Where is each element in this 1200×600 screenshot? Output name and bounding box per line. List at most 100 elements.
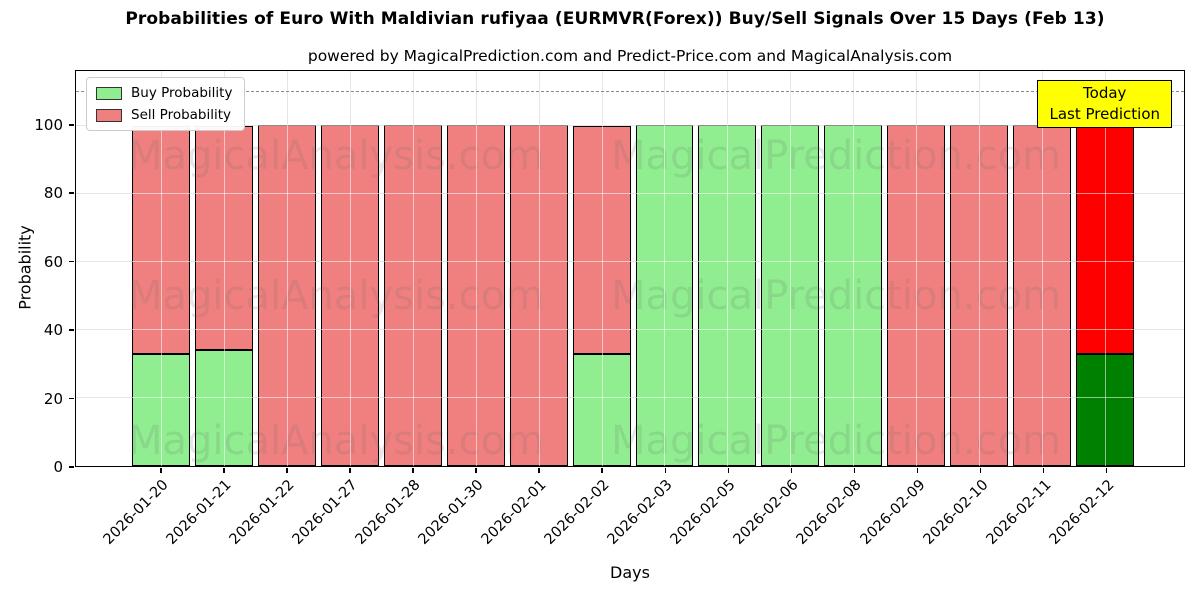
- category-cell: [950, 71, 1008, 466]
- category-cell: 2026-01-20: [100, 468, 189, 588]
- category-cell: 2026-01-28: [353, 468, 441, 588]
- category-cell: [824, 71, 882, 466]
- v-gridline-overlay: [475, 71, 477, 466]
- v-gridline-overlay: [853, 71, 855, 466]
- category-cell: [573, 71, 631, 466]
- category-cell: 2026-01-27: [290, 468, 378, 588]
- v-gridline-overlay: [664, 71, 666, 466]
- x-tick-mark: [223, 468, 225, 473]
- x-tick-mark: [790, 468, 793, 473]
- sell-swatch: [96, 108, 122, 122]
- category-cell: [1076, 71, 1134, 466]
- v-gridline-overlay: [1042, 71, 1044, 466]
- x-tick-mark: [601, 468, 603, 473]
- x-tick-mark: [727, 468, 730, 473]
- category-cell: 2026-01-30: [416, 468, 504, 588]
- category-cell: 2026-02-10: [920, 468, 1009, 588]
- category-cell: [132, 71, 190, 466]
- category-cell: 2026-02-06: [731, 468, 820, 588]
- y-tick-label: 0: [53, 458, 63, 476]
- x-axis-ticks: 2026-01-20 2026-01-21 2026-01-22 2026-01-27…: [75, 468, 1185, 588]
- category-cell: 2026-02-09: [857, 468, 946, 588]
- x-axis-label: Days: [610, 563, 650, 582]
- category-cell: 2026-02-08: [794, 468, 883, 588]
- y-tick-mark: [69, 397, 74, 400]
- v-gridline-overlay: [349, 71, 351, 466]
- category-cell: 2026-02-05: [668, 468, 757, 588]
- buy-swatch: [96, 86, 122, 100]
- v-gridline-overlay: [790, 71, 792, 466]
- y-tick-mark: [69, 329, 74, 331]
- category-cell: [510, 71, 568, 466]
- today-annotation-line2: Last Prediction: [1049, 105, 1160, 123]
- category-cell: 2026-02-02: [542, 468, 630, 588]
- category-cell: 2026-02-03: [605, 468, 694, 588]
- category-cell: 2026-02-11: [983, 468, 1072, 588]
- category-cell: [321, 71, 379, 466]
- y-tick-label: 40: [43, 321, 63, 340]
- chart-title: Probabilities of Euro With Maldivian ruf…: [125, 9, 1105, 29]
- h-gridline-overlay: [76, 329, 1184, 331]
- category-cell: 2026-02-12: [1046, 468, 1135, 588]
- h-gridline-overlay: [76, 261, 1184, 263]
- v-gridlines-over: [76, 71, 1184, 466]
- x-tick-mark: [853, 468, 856, 473]
- grid-overlay: [76, 71, 1184, 466]
- v-gridline-overlay: [412, 71, 414, 466]
- h-gridline-overlay: [76, 124, 1184, 126]
- category-cell: [447, 71, 505, 466]
- legend-item-buy: Buy Probability: [96, 85, 232, 101]
- v-gridline-overlay: [538, 71, 540, 466]
- category-cell: [761, 71, 819, 466]
- h-gridline-overlay: [76, 193, 1184, 195]
- h-gridline-overlay: [76, 397, 1184, 399]
- y-axis-ticks: 0 20 40 60 80 100: [0, 70, 75, 476]
- x-tick-mark: [160, 468, 162, 473]
- category-cell: [887, 71, 945, 466]
- y-tick-mark: [69, 192, 74, 194]
- x-tick-mark: [538, 468, 540, 473]
- category-cell: 2026-01-22: [227, 468, 315, 588]
- category-cell: [1013, 71, 1071, 466]
- x-ticks-row: 2026-01-20 2026-01-21 2026-01-22 2026-01-27…: [75, 468, 1185, 588]
- threshold-dashed-line: [76, 91, 1184, 93]
- y-tick-mark: [69, 466, 74, 468]
- x-tick-mark: [979, 468, 982, 473]
- legend-buy-label: Buy Probability: [131, 85, 233, 101]
- category-cell: [195, 71, 253, 466]
- v-gridline-overlay: [286, 71, 288, 466]
- category-cell: [384, 71, 442, 466]
- x-tick-mark: [1042, 468, 1045, 473]
- category-cell: [636, 71, 694, 466]
- y-tick-label: 100: [34, 115, 63, 134]
- today-annotation-line1: Today: [1083, 84, 1127, 102]
- x-tick-mark: [475, 468, 477, 473]
- legend-sell-label: Sell Probability: [131, 107, 232, 123]
- y-tick-label: 20: [43, 389, 63, 408]
- category-cell: [698, 71, 756, 466]
- chart-subtitle: powered by MagicalPrediction.com and Pre…: [307, 47, 953, 65]
- v-gridline-overlay: [1105, 71, 1107, 466]
- x-tick-mark: [916, 468, 919, 473]
- category-cell: 2026-01-21: [163, 468, 252, 588]
- x-tick-mark: [1105, 468, 1108, 473]
- y-tick-label: 80: [43, 184, 63, 203]
- v-gridline-overlay: [979, 71, 981, 466]
- y-tick-label: 60: [43, 252, 63, 271]
- x-tick-mark: [664, 468, 667, 473]
- v-gridline-overlay: [223, 71, 225, 466]
- today-annotation: Today Last Prediction: [1037, 80, 1172, 128]
- x-tick-mark: [349, 468, 351, 473]
- plot-area: MagicalAnalysis.com MagicalPrediction.com…: [75, 70, 1185, 467]
- y-tick-mark: [69, 124, 74, 126]
- v-gridline-overlay: [727, 71, 729, 466]
- y-tick-mark: [69, 260, 74, 263]
- category-cell: [258, 71, 316, 466]
- x-tick-mark: [286, 468, 288, 473]
- category-cell: 2026-02-01: [479, 468, 567, 588]
- x-tick-label: 2026-01-20: [100, 477, 172, 548]
- v-gridline-overlay: [160, 71, 162, 466]
- legend: Buy Probability Sell Probability: [86, 77, 246, 131]
- v-gridline-overlay: [916, 71, 918, 466]
- x-tick-mark: [412, 468, 414, 473]
